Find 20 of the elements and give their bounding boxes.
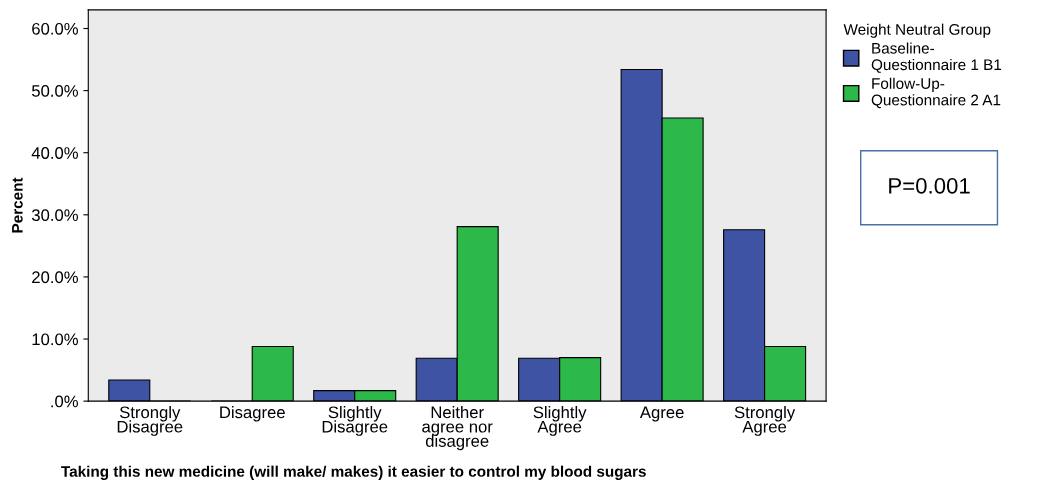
y-tick-label: 50.0%	[31, 85, 78, 97]
y-tick-label: 20.0%	[32, 271, 78, 284]
x-tick-label: Strongly Agree	[734, 405, 796, 436]
x-tick-label: Agree	[639, 406, 684, 422]
x-tick-label: Strongly Disagree	[117, 405, 183, 436]
x-tick-label: Slightly Disagree	[322, 405, 388, 436]
legend-title: Weight Neutral Group	[843, 23, 991, 38]
y-tick-label: 30.0%	[31, 209, 78, 222]
x-tick-label: Slightly Agree	[533, 405, 587, 436]
text: P=0.001	[889, 177, 970, 194]
y-tick-label: 60.0%	[32, 22, 78, 35]
x-tick-label: Disagree	[220, 405, 285, 422]
x-axis-title: Taking this new medicine (will make/ makes) it easier to control my blood sugars	[61, 465, 646, 480]
legend-label: Follow-Up- Questionnaire 2 A1	[871, 77, 1001, 109]
x-tick-label: Neither agree nor disagree	[422, 405, 493, 451]
y-tick-label: .0%	[51, 395, 78, 408]
y-axis-title: Percent	[12, 177, 23, 233]
y-tick-label: 10.0%	[32, 333, 78, 346]
legend-label: Baseline- Questionnaire 1 B1	[871, 42, 1002, 73]
y-tick-label: 40.0%	[31, 147, 78, 159]
